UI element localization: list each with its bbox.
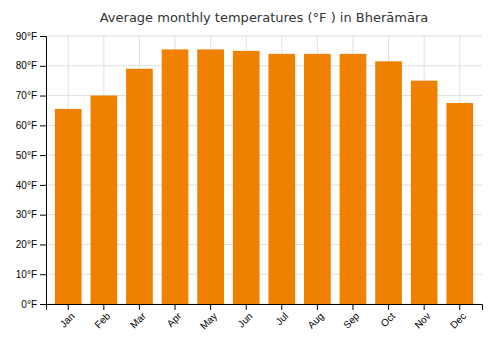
- tick: Nov: [412, 304, 432, 331]
- axis-line: [47, 305, 483, 311]
- tick-label: Feb: [92, 310, 112, 330]
- tick-mark: [40, 304, 46, 305]
- axis-line: [40, 37, 47, 305]
- tick-mark: [40, 215, 46, 216]
- tick-mark: [210, 304, 211, 310]
- tick-label: 40°F: [16, 180, 37, 191]
- bar: [268, 54, 295, 304]
- tick-label: 20°F: [16, 239, 37, 250]
- tick: Sep: [341, 304, 362, 331]
- bar: [411, 81, 438, 304]
- tick: Jun: [236, 304, 255, 330]
- tick-label: Jun: [236, 310, 255, 329]
- grid-line: [46, 65, 482, 66]
- tick-mark: [40, 274, 46, 275]
- tick-label: Jul: [273, 310, 290, 327]
- tick-label: Dec: [448, 310, 468, 330]
- tick: Aug: [306, 304, 326, 331]
- bar: [233, 51, 260, 304]
- tick: 10°F: [16, 269, 46, 280]
- tick-mark: [40, 36, 46, 37]
- tick-mark: [388, 304, 389, 310]
- bar: [55, 109, 82, 304]
- x-axis: Jan Feb Mar Apr May Jun Jul Aug Sep Oct Nov Dec: [47, 304, 483, 332]
- tick-label: May: [198, 310, 219, 331]
- plot: 0°F 10°F 20°F 30°F 40°F 50°F 60°F 70°F 80°F 90°F J…: [16, 31, 483, 332]
- bar: [446, 103, 473, 304]
- bar: [340, 54, 367, 304]
- tick-mark: [40, 155, 46, 156]
- tick-mark: [68, 304, 69, 310]
- tick: Oct: [378, 304, 397, 329]
- tick: 50°F: [16, 150, 46, 161]
- tick-mark: [246, 304, 247, 310]
- tick-label: 10°F: [16, 269, 37, 280]
- bar: [90, 96, 117, 304]
- tick-mark: [352, 304, 353, 310]
- tick-mark: [139, 304, 140, 310]
- tick: 0°F: [21, 299, 46, 310]
- y-axis: 0°F 10°F 20°F 30°F 40°F 50°F 60°F 70°F 80°F 90°F: [16, 31, 47, 310]
- tick-label: Apr: [165, 310, 184, 329]
- tick-label: 60°F: [16, 120, 37, 131]
- tick: 80°F: [16, 60, 46, 71]
- tick: 70°F: [16, 90, 46, 101]
- tick-mark: [103, 304, 104, 310]
- tick-label: 90°F: [16, 31, 37, 42]
- tick: Apr: [165, 304, 184, 329]
- grid-line: [46, 36, 482, 37]
- tick: 30°F: [16, 209, 46, 220]
- bar: [126, 69, 153, 304]
- tick: May: [198, 304, 219, 332]
- bar: [197, 49, 224, 304]
- tick-label: Nov: [412, 310, 432, 330]
- tick-mark: [40, 96, 46, 97]
- tick-label: Oct: [378, 310, 397, 329]
- tick: 20°F: [16, 239, 46, 250]
- tick: 90°F: [16, 31, 46, 42]
- tick-label: Jan: [58, 310, 77, 329]
- tick: 60°F: [16, 120, 46, 131]
- tick-mark: [317, 304, 318, 310]
- tick-mark: [40, 125, 46, 126]
- tick-label: Mar: [128, 310, 148, 330]
- tick: Feb: [92, 304, 112, 330]
- tick-mark: [175, 304, 176, 310]
- tick-label: Aug: [306, 310, 326, 330]
- bar: [162, 49, 189, 304]
- tick-mark: [40, 185, 46, 186]
- chart: 0°F 10°F 20°F 30°F 40°F 50°F 60°F 70°F 80°F 90°F J…: [0, 0, 500, 350]
- grid: [46, 36, 482, 304]
- tick-mark: [281, 304, 282, 310]
- tick-mark: [424, 304, 425, 310]
- tick: Mar: [128, 304, 148, 330]
- tick-mark: [40, 244, 46, 245]
- bar: [304, 54, 331, 304]
- tick: Dec: [448, 304, 468, 331]
- tick: Jan: [58, 304, 77, 330]
- tick: Jul: [273, 304, 290, 327]
- tick-label: Sep: [341, 310, 362, 331]
- tick-label: 50°F: [16, 150, 37, 161]
- tick: 40°F: [16, 180, 46, 191]
- bar: [375, 61, 402, 304]
- bars: [55, 49, 473, 304]
- title: Average monthly temperatures (°F ) in Bh…: [100, 10, 429, 25]
- tick-label: 0°F: [21, 299, 37, 310]
- tick-mark: [40, 66, 46, 67]
- tick-label: 80°F: [16, 60, 37, 71]
- tick-mark: [459, 304, 460, 310]
- tick-label: 70°F: [16, 90, 37, 101]
- tick-label: 30°F: [16, 209, 37, 220]
